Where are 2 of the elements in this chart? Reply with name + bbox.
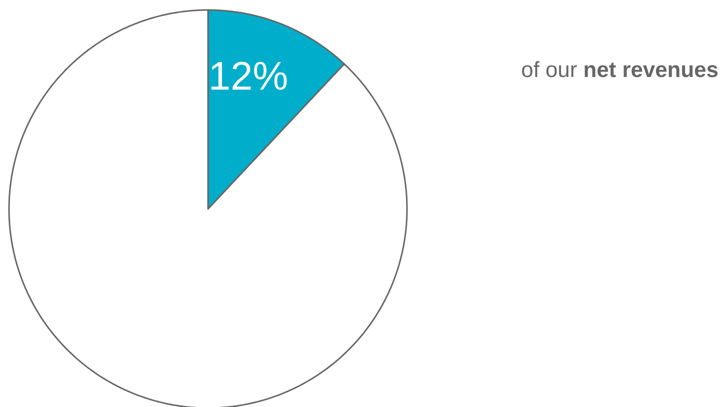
- text: of our net revenues: [522, 61, 718, 78]
- data-label: 12%: [211, 62, 287, 90]
